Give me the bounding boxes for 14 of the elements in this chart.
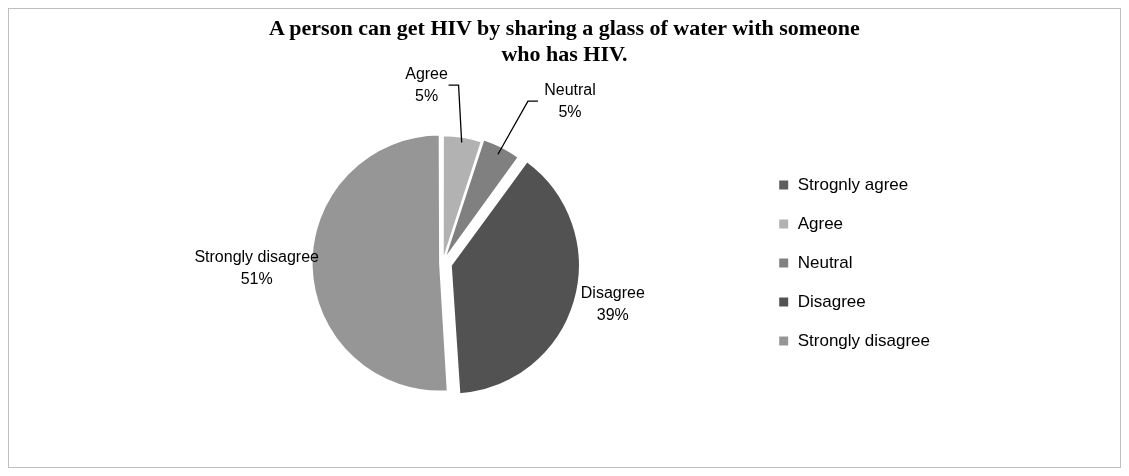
slice-label: Neutral [544, 81, 596, 99]
data-label: 39% [596, 306, 629, 324]
legend-label: Strognly agree [797, 174, 909, 194]
slice-label: Disagree [580, 284, 645, 302]
legend-label: Strongly disagree [797, 330, 931, 350]
legend-label: Neutral [797, 252, 853, 272]
chart-title: A person can get HIV by sharing a glass of water with someone who has HIV. [268, 15, 861, 67]
slice-label: Agree [405, 65, 449, 83]
data-label: 51% [240, 269, 273, 287]
data-label: 5% [558, 103, 582, 121]
data-label: 5% [415, 87, 439, 105]
legend-label: Disagree [797, 291, 866, 311]
legend-label: Agree [797, 213, 844, 233]
slice-label: Strongly disagree [194, 247, 320, 265]
